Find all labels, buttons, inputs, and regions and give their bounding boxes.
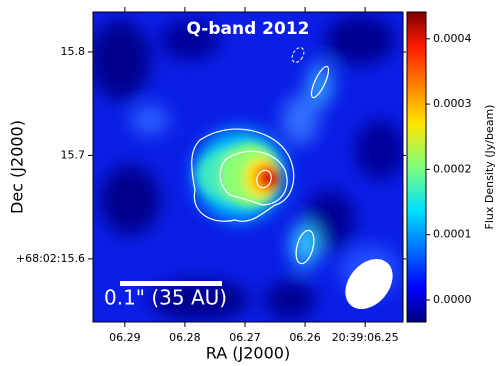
x-tick-label: 06.27 — [229, 331, 261, 344]
colorbar-tick-label: 0.0004 — [433, 32, 472, 45]
y-tick-label: 15.8 — [61, 45, 86, 58]
y-tick-label: 15.7 — [61, 148, 86, 161]
chart-title: Q-band 2012 — [187, 19, 310, 39]
x-tick-label: 06.29 — [109, 331, 141, 344]
x-tick-label: 06.26 — [289, 331, 321, 344]
colorbar-tick-label: 0.0001 — [433, 228, 472, 241]
image — [90, 12, 405, 322]
colorbar-tick-label: 0.0002 — [433, 162, 472, 175]
scale-bar-label: 0.1" (35 AU) — [104, 286, 227, 310]
chart: 0.1" (35 AU) Q-band 2012 RA (J2000) Dec … — [0, 0, 498, 366]
x-tick-label: 20:39:06.25 — [332, 331, 399, 344]
colorbar-tick-label: 0.0000 — [433, 293, 472, 306]
colorbar-label: Flux Density (Jy/beam) — [483, 105, 496, 230]
y-axis-label: Dec (J2000) — [8, 120, 27, 214]
x-axis-label: RA (J2000) — [206, 344, 290, 363]
y-tick-label: +68:02:15.6 — [16, 252, 85, 265]
x-tick-label: 06.28 — [169, 331, 201, 344]
colorbar — [407, 12, 426, 322]
colorbar-tick-label: 0.0003 — [433, 97, 472, 110]
